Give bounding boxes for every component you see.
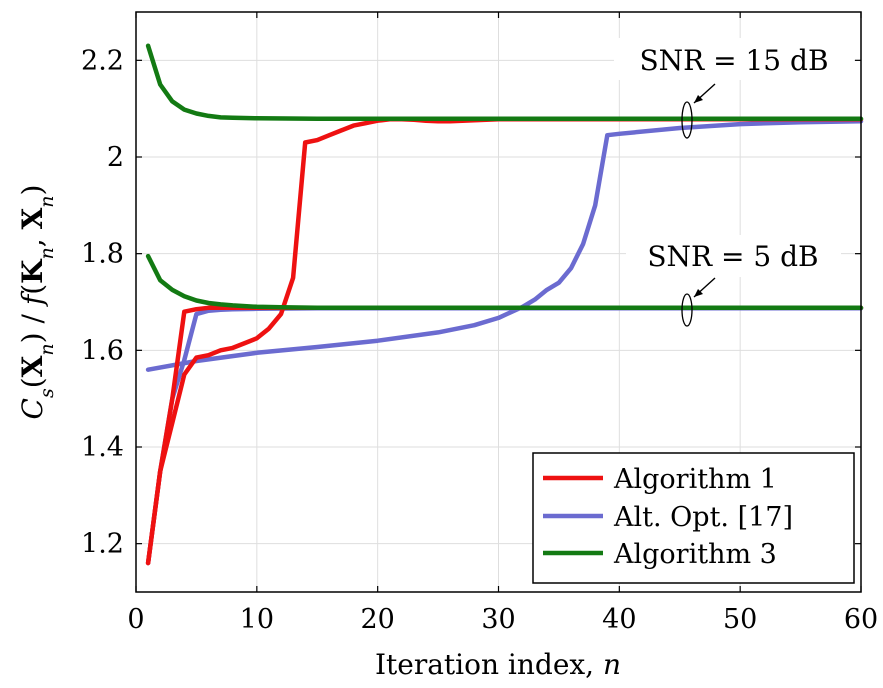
y-axis-label: Cs(Xn) / f(Kn, Xn) [16,185,58,420]
x-tick-label: 60 [844,604,878,635]
x-tick-label: 40 [602,604,636,635]
annotation-15db-arrowhead [694,95,703,103]
y-tick-label: 1.4 [81,432,124,463]
x-tick-label: 30 [481,604,515,635]
legend-label-algorithm-1: Algorithm 1 [613,464,777,495]
annotation-15db-marker [681,101,693,139]
annotation-15db: SNR = 15 dB [614,38,854,139]
series-line-algorithm-3-snr-15-db [145,43,864,122]
series-line-algorithm-3-snr-5-db [145,253,864,311]
annotation-5db-marker [681,293,693,327]
y-tick-label: 2 [107,142,124,173]
ticks: 0 10 20 30 40 50 60 1.2 1.4 1.6 1.8 2 2.2 [81,12,878,635]
x-tick-label: 0 [127,604,144,635]
legend-label-alt-opt: Alt. Opt. [17] [613,502,793,533]
y-tick-label: 1.8 [81,239,124,270]
x-tick-label: 20 [360,604,394,635]
x-tick-label: 10 [240,604,274,635]
annotation-5db-label: SNR = 5 dB [647,240,818,273]
annotation-15db-bg [614,38,854,80]
legend: Algorithm 1 Alt. Opt. [17] Algorithm 3 [532,452,855,584]
annotation-15db-label: SNR = 15 dB [639,44,828,77]
annotation-5db-bg [626,235,841,277]
annotation-5db: SNR = 5 dB [626,235,841,327]
annotation-5db-arrowhead [694,289,703,297]
y-tick-label: 2.2 [81,45,124,76]
y-tick-label: 1.2 [81,529,124,560]
grid [136,12,861,592]
series-line-alt-opt-17-snr-15-db [145,118,864,372]
y-tick-label: 1.6 [81,335,124,366]
series-layer [145,43,864,566]
x-axis-label: Iteration index, n [375,648,621,681]
legend-label-algorithm-3: Algorithm 3 [613,539,777,570]
x-tick-label: 50 [723,604,757,635]
